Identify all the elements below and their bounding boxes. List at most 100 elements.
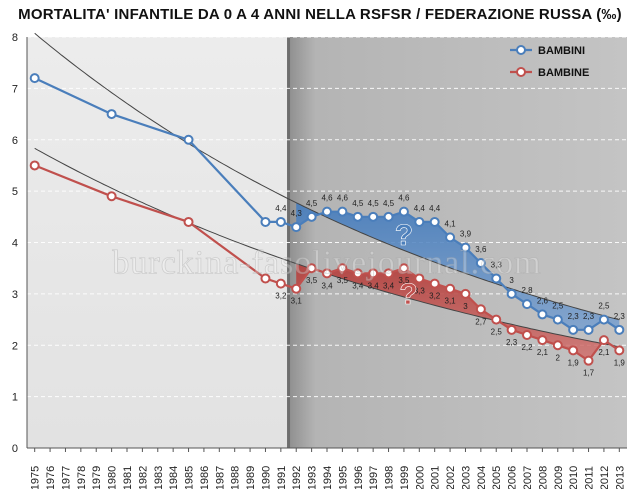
data-point: [29, 73, 40, 84]
watermark-text: burckina-fasolivejournal.com: [112, 244, 541, 281]
data-label: 3,5: [337, 276, 349, 285]
data-label: 3,1: [445, 297, 457, 306]
data-point: [491, 273, 502, 284]
x-tick-label: 1991: [276, 466, 288, 489]
x-tick-label: 1980: [107, 466, 119, 489]
y-tick-label: 8: [12, 32, 18, 44]
data-label: 4,4: [429, 204, 441, 213]
data-point: [291, 283, 302, 294]
data-point: [352, 211, 363, 222]
x-tick-label: 1981: [122, 466, 134, 489]
data-point: [522, 299, 532, 310]
y-tick-label: 6: [12, 135, 18, 147]
data-label: 3,4: [383, 281, 395, 290]
data-point: [291, 222, 302, 233]
data-point: [275, 216, 286, 227]
data-point: [398, 206, 409, 217]
data-label: 2,5: [598, 302, 610, 311]
data-point: [337, 206, 348, 217]
data-label: 2,7: [475, 317, 487, 326]
data-point: [537, 309, 548, 320]
data-point: [322, 206, 332, 217]
y-tick-label: 4: [12, 238, 18, 250]
x-tick-label: 1989: [245, 466, 257, 489]
data-label: 4,1: [445, 219, 457, 228]
data-label: 4,5: [383, 199, 395, 208]
data-point: [398, 263, 409, 274]
y-tick-label: 5: [12, 186, 18, 198]
series-gap-area: [296, 202, 620, 330]
legend-label: BAMBINE: [538, 67, 589, 79]
x-tick-label: 1985: [184, 466, 196, 489]
x-tick-label: 1992: [291, 466, 303, 489]
data-point: [306, 211, 317, 222]
y-tick-label: 7: [12, 83, 18, 95]
x-tick-label: 1975: [30, 466, 42, 489]
x-tick-label: 2010: [568, 466, 580, 489]
data-point: [383, 268, 394, 279]
x-tick-label: 2011: [584, 466, 596, 489]
data-label: 2,5: [552, 302, 564, 311]
data-point: [475, 304, 486, 315]
question-mark-annotation: ?: [395, 219, 413, 252]
x-tick-label: 1990: [260, 466, 272, 489]
x-tick-label: 2001: [430, 466, 442, 489]
question-mark-annotation: ?: [399, 278, 417, 311]
data-point: [414, 216, 425, 227]
data-label: 3,4: [352, 281, 364, 290]
data-point: [368, 211, 379, 222]
data-label: 3,3: [414, 286, 426, 295]
data-label: 2,3: [568, 312, 580, 321]
data-label: 4,3: [291, 209, 303, 218]
data-point: [352, 268, 363, 279]
data-label: 4,5: [352, 199, 364, 208]
series-gap-area: [296, 263, 620, 361]
data-label: 2,8: [521, 286, 533, 295]
data-point: [537, 335, 548, 346]
x-tick-label: 1977: [60, 466, 72, 489]
x-tick-label: 2003: [460, 466, 472, 489]
data-label: 4,4: [414, 204, 426, 213]
legend-marker: [516, 45, 526, 55]
data-point: [183, 134, 194, 145]
data-label: 2,3: [583, 312, 595, 321]
x-tick-label: 1998: [384, 466, 396, 489]
data-point: [583, 324, 594, 335]
data-label: 4,6: [398, 194, 410, 203]
x-tick-label: 1978: [76, 466, 88, 489]
data-point: [552, 314, 563, 325]
data-point: [445, 283, 456, 294]
data-label: 3,2: [275, 292, 287, 301]
data-label: 3,1: [291, 297, 303, 306]
trend-line: [34, 32, 620, 321]
data-point: [491, 314, 502, 325]
data-label: 1,9: [568, 358, 580, 367]
data-point: [183, 216, 194, 227]
x-tick-label: 1988: [230, 466, 242, 489]
data-point: [598, 314, 609, 325]
data-label: 2,3: [614, 312, 626, 321]
data-label: 3,6: [475, 245, 487, 254]
data-point: [598, 335, 609, 346]
data-point: [306, 263, 317, 274]
data-point: [414, 273, 425, 284]
data-label: 3: [463, 302, 468, 311]
data-point: [106, 109, 117, 120]
x-tick-label: 1995: [337, 466, 349, 489]
data-label: 3,5: [306, 276, 318, 285]
data-point: [383, 211, 394, 222]
x-tick-label: 2000: [414, 466, 426, 489]
x-tick-label: 1982: [137, 466, 149, 489]
data-label: 3,5: [398, 276, 410, 285]
data-point: [614, 345, 625, 356]
x-tick-label: 2006: [507, 466, 519, 489]
plot-background-left: [27, 37, 289, 448]
y-tick-label: 3: [12, 289, 18, 301]
x-tick-label: 2007: [522, 466, 534, 489]
x-tick-label: 2012: [599, 466, 611, 489]
x-tick-label: 1996: [353, 466, 365, 489]
data-point: [429, 216, 440, 227]
data-point: [260, 273, 271, 284]
data-point: [583, 355, 594, 366]
x-tick-label: 1997: [368, 466, 380, 489]
